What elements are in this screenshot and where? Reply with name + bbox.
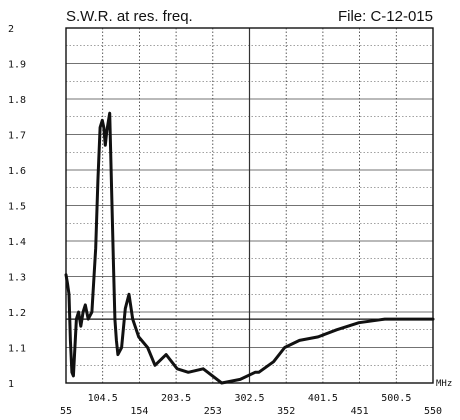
x-tick-label: 203.5 xyxy=(161,393,191,404)
plot-grid xyxy=(66,27,433,384)
x-tick-label: 401.5 xyxy=(308,393,338,404)
x-axis-ticks: 55 104.5 154 203.5 253 302.5 352 401.5 451 500.5 5… xyxy=(60,393,442,417)
x-tick-label: 104.5 xyxy=(88,393,118,404)
x-tick-label: 55 xyxy=(60,406,72,417)
swr-series-line xyxy=(64,111,435,385)
y-tick-label: 1.6 xyxy=(8,166,26,177)
file-label: File: C-12-015 xyxy=(338,8,433,25)
x-unit-label: MHz xyxy=(436,379,452,389)
x-tick-label: 352 xyxy=(277,406,295,417)
y-tick-label: 1.1 xyxy=(8,344,26,355)
x-tick-label: 253 xyxy=(204,406,222,417)
y-tick-label: 2 xyxy=(8,24,14,35)
x-tick-label: 550 xyxy=(424,406,442,417)
chart-title: S.W.R. at res. freq. xyxy=(66,8,193,25)
x-tick-label: 154 xyxy=(130,406,148,417)
y-tick-label: 1.5 xyxy=(8,202,26,213)
y-tick-label: 1.4 xyxy=(8,237,26,248)
y-tick-label: 1.7 xyxy=(8,131,26,142)
x-tick-label: 500.5 xyxy=(381,393,411,404)
x-tick-label: 451 xyxy=(351,406,369,417)
x-tick-label: 302.5 xyxy=(234,393,264,404)
y-tick-label: 1.8 xyxy=(8,95,26,106)
y-tick-label: 1.2 xyxy=(8,308,26,319)
y-tick-label: 1.9 xyxy=(8,60,26,71)
y-tick-label: 1.3 xyxy=(8,273,26,284)
y-tick-label: 1 xyxy=(8,379,14,390)
plot-frame xyxy=(65,27,434,384)
y-axis-ticks: 1 1.1 1.2 1.3 1.4 1.5 1.6 1.7 1.8 1.9 2 xyxy=(8,24,26,390)
